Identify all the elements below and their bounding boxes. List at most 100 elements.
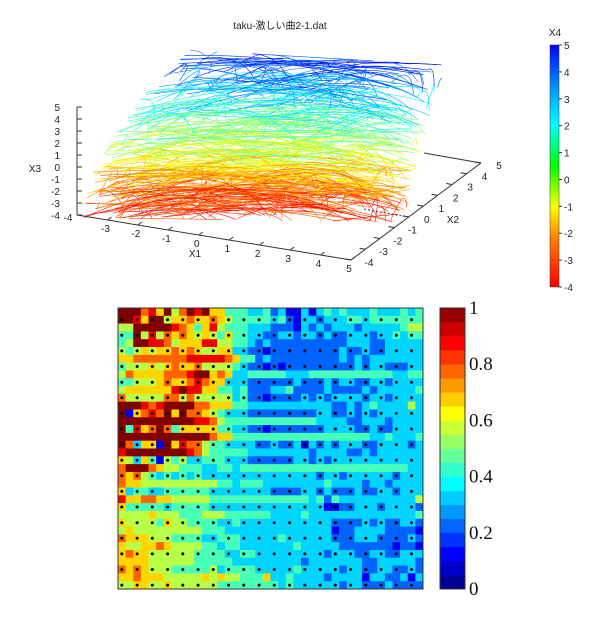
heatmap-marker xyxy=(303,568,307,571)
heatmap-cell xyxy=(247,362,256,371)
heatmap-cell xyxy=(217,510,226,520)
heatmap-marker xyxy=(181,333,185,337)
heatmap-marker xyxy=(196,536,200,540)
heatmap-marker xyxy=(318,443,322,447)
heatmap-marker xyxy=(318,333,322,337)
heatmap-cell xyxy=(179,573,187,582)
heatmap-marker xyxy=(135,443,139,447)
trajectory-line xyxy=(386,167,417,180)
heatmap-cell xyxy=(262,581,271,590)
heatmap-cell xyxy=(339,354,348,363)
heatmap-marker xyxy=(364,411,368,415)
heatmap-cell xyxy=(323,565,332,574)
heatmap-cell xyxy=(369,425,378,434)
heatmap-cell xyxy=(346,339,355,348)
trajectory-line xyxy=(119,201,141,219)
trajectory-lines xyxy=(84,49,442,223)
heatmap-cell xyxy=(232,323,241,332)
trajectory-line xyxy=(146,167,230,185)
heatmap-marker xyxy=(394,349,398,353)
heatmap-cell xyxy=(201,549,210,559)
heatmap-cell xyxy=(308,401,317,410)
heatmap-cell xyxy=(125,315,134,324)
heatmap-cell xyxy=(354,331,363,340)
heatmap-cell xyxy=(339,362,348,371)
trajectory-line xyxy=(254,60,392,87)
heatmap-cell xyxy=(255,464,264,473)
heatmap-cell xyxy=(125,339,134,348)
heatmap-cell xyxy=(255,323,264,332)
heatmap-marker xyxy=(150,458,154,462)
heatmap-cell xyxy=(369,487,378,496)
heatmap-cell xyxy=(179,448,187,457)
heatmap-cell xyxy=(247,456,256,465)
heatmap-cell xyxy=(201,331,210,340)
heatmap-cell xyxy=(194,370,203,379)
heatmap-cell xyxy=(384,331,393,340)
heatmap-cell xyxy=(194,308,203,317)
heatmap-marker xyxy=(120,427,124,431)
heatmap-cell xyxy=(118,573,126,582)
heatmap-cell xyxy=(156,495,165,504)
heatmap-cell xyxy=(140,308,149,317)
heatmap-colorbar-ticks: 10.80.60.40.20 xyxy=(469,298,493,600)
heatmap-cell xyxy=(171,308,180,317)
trajectory-line xyxy=(146,87,225,103)
heatmap-cell xyxy=(301,557,309,566)
heatmap-cell xyxy=(369,510,378,520)
heatmap-cell xyxy=(339,370,348,379)
heatmap-cell xyxy=(156,542,165,551)
heatmap-cell xyxy=(140,417,149,426)
heatmap-marker xyxy=(272,333,276,337)
heatmap-cell xyxy=(171,339,180,348)
heatmap-cell xyxy=(255,542,264,551)
heatmap-cell xyxy=(285,557,294,566)
heatmap-marker xyxy=(379,552,383,556)
heatmap-cell xyxy=(217,378,226,387)
heatmap-cell xyxy=(400,440,409,449)
x1-tick-label: 5 xyxy=(346,264,352,275)
colorbar-level xyxy=(440,476,465,491)
heatmap-cell xyxy=(156,448,165,457)
heatmap-cell xyxy=(255,495,264,504)
heatmap-cell xyxy=(323,534,332,543)
trajectory-line xyxy=(265,69,400,88)
heatmap-marker xyxy=(333,411,337,415)
heatmap-cell xyxy=(369,315,378,324)
trajectory-line xyxy=(141,203,185,220)
heatmap-cell xyxy=(308,495,317,504)
heatmap-cell xyxy=(285,339,294,348)
heatmap-cell xyxy=(201,417,210,426)
heatmap-cell xyxy=(217,495,226,504)
heatmap-cell xyxy=(354,339,363,348)
x3-label: X3 xyxy=(29,164,42,175)
trajectory-line xyxy=(118,207,347,213)
heatmap-cell xyxy=(323,432,332,441)
heatmap-cell xyxy=(400,323,409,332)
heatmap-cell xyxy=(354,534,363,543)
heatmap-cell xyxy=(247,347,256,356)
heatmap-cell xyxy=(140,401,149,410)
heatmap-marker xyxy=(333,521,337,525)
heatmap-marker xyxy=(181,458,185,462)
trajectory-line xyxy=(109,141,155,155)
heatmap-cell xyxy=(125,487,134,496)
heatmap-marker xyxy=(333,380,337,384)
heatmap-marker xyxy=(120,521,124,525)
trajectory-line xyxy=(313,115,325,131)
trajectory-line xyxy=(234,68,238,85)
heatmap-cell xyxy=(224,573,233,582)
heatmap-cell xyxy=(285,323,294,332)
heatmap-marker xyxy=(150,318,154,322)
heatmap-marker xyxy=(379,396,383,400)
heatmap-marker xyxy=(242,505,246,509)
heatmap-cell xyxy=(201,565,210,574)
heatmap-marker xyxy=(318,474,322,478)
x1-tick xyxy=(228,236,234,241)
x4-tick-label: -1 xyxy=(564,202,573,213)
heatmap-cell xyxy=(384,456,393,465)
heatmap-marker xyxy=(364,552,368,556)
heatmap-cell xyxy=(384,510,393,520)
heatmap-cell xyxy=(316,323,325,332)
heatmap-cell xyxy=(346,401,355,410)
